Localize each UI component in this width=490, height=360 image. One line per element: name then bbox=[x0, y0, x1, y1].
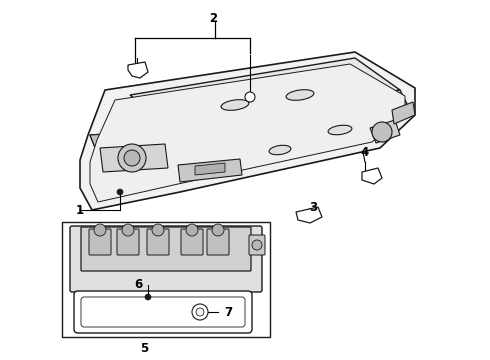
Circle shape bbox=[124, 150, 140, 166]
FancyBboxPatch shape bbox=[70, 226, 262, 292]
Circle shape bbox=[117, 189, 123, 195]
FancyBboxPatch shape bbox=[147, 229, 169, 255]
Polygon shape bbox=[392, 102, 415, 124]
Text: 4: 4 bbox=[361, 145, 369, 158]
FancyBboxPatch shape bbox=[249, 235, 265, 255]
Circle shape bbox=[94, 224, 106, 236]
Circle shape bbox=[245, 92, 255, 102]
Bar bbox=[62, 222, 270, 337]
Text: 5: 5 bbox=[140, 342, 148, 355]
FancyBboxPatch shape bbox=[74, 291, 252, 333]
Circle shape bbox=[252, 240, 262, 250]
Polygon shape bbox=[362, 168, 382, 184]
Polygon shape bbox=[296, 207, 322, 223]
Text: 3: 3 bbox=[309, 201, 317, 213]
Circle shape bbox=[122, 224, 134, 236]
Text: 7: 7 bbox=[224, 306, 232, 319]
Circle shape bbox=[212, 224, 224, 236]
Polygon shape bbox=[370, 120, 400, 143]
Ellipse shape bbox=[328, 125, 352, 135]
Polygon shape bbox=[90, 130, 185, 160]
Polygon shape bbox=[130, 58, 400, 130]
Polygon shape bbox=[80, 52, 415, 210]
Circle shape bbox=[152, 224, 164, 236]
Text: 6: 6 bbox=[134, 279, 142, 292]
Polygon shape bbox=[195, 163, 225, 175]
Polygon shape bbox=[100, 144, 168, 172]
Polygon shape bbox=[178, 159, 242, 182]
Ellipse shape bbox=[286, 90, 314, 100]
Polygon shape bbox=[128, 62, 148, 78]
FancyBboxPatch shape bbox=[89, 229, 111, 255]
Polygon shape bbox=[90, 90, 410, 160]
Circle shape bbox=[118, 144, 146, 172]
Text: 2: 2 bbox=[209, 12, 217, 24]
Circle shape bbox=[192, 304, 208, 320]
Ellipse shape bbox=[269, 145, 291, 155]
Circle shape bbox=[145, 294, 151, 300]
FancyBboxPatch shape bbox=[207, 229, 229, 255]
Polygon shape bbox=[90, 64, 405, 202]
FancyBboxPatch shape bbox=[117, 229, 139, 255]
FancyBboxPatch shape bbox=[181, 229, 203, 255]
Text: 1: 1 bbox=[76, 203, 84, 216]
Circle shape bbox=[186, 224, 198, 236]
FancyBboxPatch shape bbox=[81, 227, 251, 271]
Ellipse shape bbox=[221, 100, 249, 110]
Circle shape bbox=[372, 122, 392, 142]
